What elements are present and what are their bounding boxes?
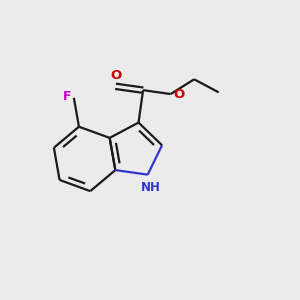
Text: NH: NH (141, 181, 161, 194)
Text: O: O (110, 69, 121, 82)
Text: F: F (63, 90, 71, 103)
Text: O: O (173, 88, 184, 100)
